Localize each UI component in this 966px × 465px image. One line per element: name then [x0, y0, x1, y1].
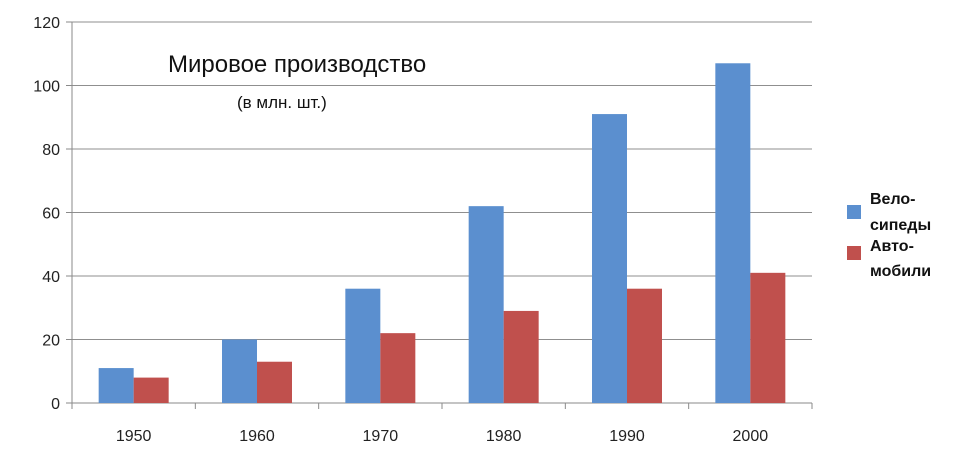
chart-subtitle: (в млн. шт.): [237, 93, 327, 112]
bar-cars-1960: [257, 361, 292, 403]
legend-label-bicycles-line2: сипеды: [870, 217, 931, 234]
bar-bicycles-1990: [592, 114, 627, 403]
gridlines: [66, 21, 812, 404]
bar-bicycles-1970: [345, 288, 381, 403]
legend-label-cars-line2: мобили: [870, 263, 931, 280]
bar-bicycles-1950: [98, 368, 134, 403]
bars: [98, 63, 786, 404]
y-tick-label: 120: [33, 15, 60, 32]
y-axis-ticks: 0 20 40 60 80 100 120: [33, 15, 60, 413]
bar-cars-1980: [503, 310, 539, 403]
legend-swatch-bicycles: [847, 205, 861, 219]
bar-cars-1990: [627, 288, 662, 403]
y-tick-label: 0: [51, 396, 60, 413]
legend: Вело- сипеды Авто- мобили: [847, 191, 931, 280]
x-axis: 1950 1960 1970 1980 1990 2000: [71, 403, 813, 445]
bar-bicycles-2000: [715, 63, 751, 404]
bar-bicycles-1980: [468, 206, 504, 403]
y-tick-label: 20: [42, 333, 60, 350]
x-tick-label: 1950: [116, 428, 152, 445]
y-tick-label: 80: [42, 142, 60, 159]
bar-cars-1950: [133, 377, 169, 403]
bar-bicycles-1960: [222, 339, 257, 403]
bar-cars-1970: [380, 333, 416, 403]
legend-swatch-cars: [847, 246, 861, 260]
x-tick-label: 1960: [239, 428, 275, 445]
y-tick-label: 60: [42, 206, 60, 223]
x-tick-label: 1990: [609, 428, 645, 445]
x-tick-label: 2000: [733, 428, 769, 445]
x-tick-label: 1980: [486, 428, 522, 445]
legend-label-cars-line1: Авто-: [870, 238, 914, 255]
bar-cars-2000: [750, 272, 786, 403]
y-tick-label: 40: [42, 269, 60, 286]
y-tick-label: 100: [33, 79, 60, 96]
legend-label-bicycles-line1: Вело-: [870, 191, 916, 208]
chart-title: Мировое производство: [168, 51, 426, 78]
x-tick-label: 1970: [363, 428, 399, 445]
